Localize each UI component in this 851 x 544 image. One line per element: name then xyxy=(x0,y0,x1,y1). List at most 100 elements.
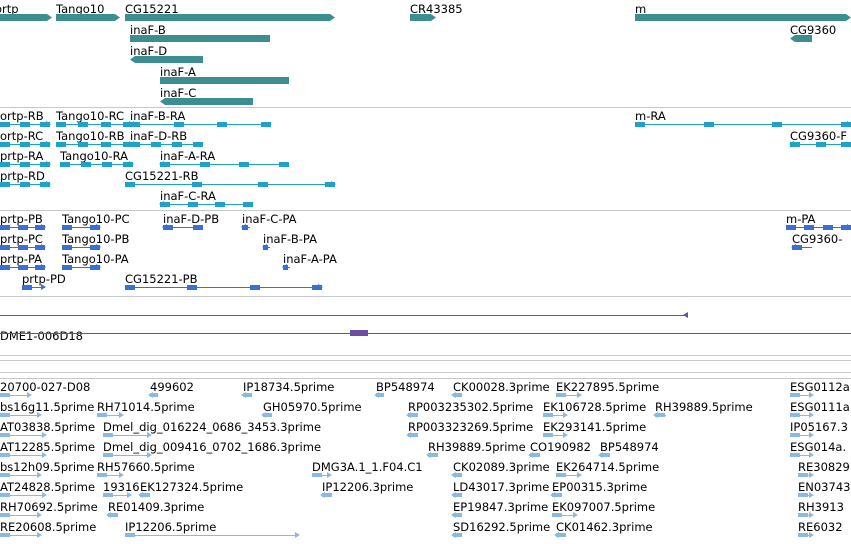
genes-label-inaf-c[interactable]: inaF-C xyxy=(160,86,197,100)
gene-feature-tango10[interactable] xyxy=(56,14,120,21)
ests-label-gh05970-5prime[interactable]: GH05970.5prime xyxy=(263,400,362,414)
ests-label-re01409-3prime[interactable]: RE01409.3prime xyxy=(108,500,205,514)
transcripts-label-prtp-ra[interactable]: prtp-RA xyxy=(0,149,44,163)
ests-label-dmel-dig-009416-0702-1686-3prime[interactable]: Dmel_dig_009416_0702_1686.3prime xyxy=(103,440,322,454)
transcripts-label-prtp-rc[interactable]: ortp-RC xyxy=(0,129,44,143)
ests-label-ip05167-3[interactable]: IP05167.3 xyxy=(790,420,848,434)
est-block[interactable] xyxy=(798,513,808,517)
ests-label-ek227895-5prime[interactable]: EK227895.5prime xyxy=(556,380,660,394)
est-block[interactable] xyxy=(552,493,562,497)
ests-label-en03743[interactable]: EN03743 xyxy=(798,480,851,494)
proteins-label-prtp-pb[interactable]: prtp-PB xyxy=(0,212,43,226)
est-block[interactable] xyxy=(376,393,384,397)
est-block[interactable] xyxy=(655,413,665,417)
ests-label-499602[interactable]: 499602 xyxy=(150,380,194,394)
ests-label-rh71014-5prime[interactable]: RH71014.5prime xyxy=(97,400,195,414)
ests-label-ep00315-3prime[interactable]: EP00315.3prime xyxy=(552,480,648,494)
transcripts-label-inaf-d-rb[interactable]: inaF-D-RB xyxy=(130,129,188,143)
transcripts-label-inaf-c-ra[interactable]: inaF-C-RA xyxy=(160,189,216,203)
proteins-label-inaf-d-pb[interactable]: inaF-D-PB xyxy=(163,212,220,226)
genes-label-inaf-d[interactable]: inaF-D xyxy=(130,44,168,58)
gene-feature-inaf-a[interactable] xyxy=(160,77,289,84)
ests-label-ck01462-3prime[interactable]: CK01462.3prime xyxy=(556,520,653,534)
est-block[interactable] xyxy=(312,473,322,477)
ests-label-at24828-5prime[interactable]: AT24828.5prime xyxy=(0,480,96,494)
est-block[interactable] xyxy=(0,413,10,417)
est-block[interactable] xyxy=(790,433,800,437)
genes-label-prtp[interactable]: ortp xyxy=(0,2,19,16)
transcripts-label-prtp-rd[interactable]: prtp-RD xyxy=(0,169,45,183)
genes-label-cg15221[interactable]: CG15221 xyxy=(125,2,179,16)
est-block[interactable] xyxy=(600,453,610,457)
ests-label-ep19847-3prime[interactable]: EP19847.3prime xyxy=(453,500,549,514)
ests-label-ip12206-5prime[interactable]: IP12206.5prime xyxy=(125,520,217,534)
est-block[interactable] xyxy=(453,473,462,477)
ests-label-bp548974[interactable]: BP548974 xyxy=(376,380,435,394)
est-block[interactable] xyxy=(103,453,113,457)
est-block[interactable] xyxy=(243,393,252,397)
est-block[interactable] xyxy=(0,433,10,437)
genes-label-cg9360[interactable]: CG9360 xyxy=(790,23,837,37)
est-block[interactable] xyxy=(97,473,107,477)
ests-label-ek293141-5prime[interactable]: EK293141.5prime xyxy=(543,420,647,434)
transcripts-label-cg15221-rb[interactable]: CG15221-RB xyxy=(125,169,199,183)
clone-line[interactable] xyxy=(0,333,851,334)
ests-label-re20608-5prime[interactable]: RE20608.5prime xyxy=(0,520,97,534)
genes-label-inaf-a[interactable]: inaF-A xyxy=(160,65,196,79)
est-block[interactable] xyxy=(0,393,10,397)
est-block[interactable] xyxy=(108,513,118,517)
transcripts-label-tango10-ra[interactable]: Tango10-RA xyxy=(60,149,128,163)
ests-label-at12285-5prime[interactable]: AT12285.5prime xyxy=(0,440,96,454)
est-block[interactable] xyxy=(0,493,10,497)
est-block[interactable] xyxy=(0,533,10,537)
ests-label-re30829[interactable]: RE30829 xyxy=(798,460,850,474)
genes-label-cr43385[interactable]: CR43385 xyxy=(410,2,463,16)
proteins-label-m-pa[interactable]: m-PA xyxy=(786,212,816,226)
est-block[interactable] xyxy=(97,413,107,417)
proteins-label-prtp-pa[interactable]: prtp-PA xyxy=(0,252,43,266)
ests-label-at03838-5prime[interactable]: AT03838.5prime xyxy=(0,420,96,434)
proteins-label-cg15221-pb[interactable]: CG15221-PB xyxy=(125,272,198,286)
ests-label-dmel-dig-016224-0686-3453-3prime[interactable]: Dmel_dig_016224_0686_3453.3prime xyxy=(103,420,322,434)
ests-label-bs12h09-5prime[interactable]: bs12h09.5prime xyxy=(0,460,95,474)
gene-feature-prtp[interactable] xyxy=(0,14,52,21)
ests-label-esg014a-[interactable]: ESG014a. xyxy=(790,440,847,454)
ests-label-sd16292-5prime[interactable]: SD16292.5prime xyxy=(453,520,551,534)
proteins-label-prtp-pd[interactable]: prtp-PD xyxy=(22,272,66,286)
est-block[interactable] xyxy=(798,473,808,477)
est-block[interactable] xyxy=(543,433,553,437)
ests-label-ck00028-3prime[interactable]: CK00028.3prime xyxy=(453,380,550,394)
ests-label-re6032[interactable]: RE6032 xyxy=(798,520,843,534)
gene-feature-cg9360[interactable] xyxy=(790,35,812,42)
est-block[interactable] xyxy=(453,493,462,497)
ests-label-rp003323269-5prime[interactable]: RP003323269.5prime xyxy=(408,420,534,434)
transcripts-label-tango10-rb[interactable]: Tango10-RB xyxy=(56,129,125,143)
proteins-label-tango10-pa[interactable]: Tango10-PA xyxy=(62,252,129,266)
ests-label-rh39889-5prime[interactable]: RH39889.5prime xyxy=(655,400,753,414)
transcripts-label-m-ra[interactable]: m-RA xyxy=(635,109,666,123)
gene-feature-inaf-c[interactable] xyxy=(160,98,253,105)
transcripts-label-cg9360-ra[interactable]: CG9360-F xyxy=(790,129,847,143)
ests-label-ip12206-3prime[interactable]: IP12206.3prime xyxy=(322,480,414,494)
transcripts-label-inaf-b-ra[interactable]: inaF-B-RA xyxy=(130,109,186,123)
ests-label-ld43017-3prime[interactable]: LD43017.3prime xyxy=(453,480,550,494)
est-block[interactable] xyxy=(428,453,438,457)
clone-line[interactable] xyxy=(0,315,688,316)
gene-feature-cr43385[interactable] xyxy=(410,14,436,21)
ests-label-ek127324-5prime[interactable]: EK127324.5prime xyxy=(140,480,244,494)
est-block[interactable] xyxy=(0,513,10,517)
est-block[interactable] xyxy=(790,413,800,417)
transcripts-label-prtp-rb[interactable]: ortp-RB xyxy=(0,109,44,123)
est-block[interactable] xyxy=(408,413,418,417)
ests-label-rh70692-5prime[interactable]: RH70692.5prime xyxy=(0,500,98,514)
transcripts-label-tango10-rc[interactable]: Tango10-RC xyxy=(56,109,125,123)
est-block[interactable] xyxy=(790,453,800,457)
est-block[interactable] xyxy=(408,433,418,437)
ests-label-ek106728-5prime[interactable]: EK106728.5prime xyxy=(543,400,647,414)
ests-label-rh57660-5prime[interactable]: RH57660.5prime xyxy=(97,460,195,474)
est-block[interactable] xyxy=(453,533,462,537)
est-block[interactable] xyxy=(543,413,553,417)
ests-label-rh39889-5prime[interactable]: RH39889.5prime xyxy=(428,440,526,454)
ests-label-rh3913[interactable]: RH3913 xyxy=(798,500,844,514)
